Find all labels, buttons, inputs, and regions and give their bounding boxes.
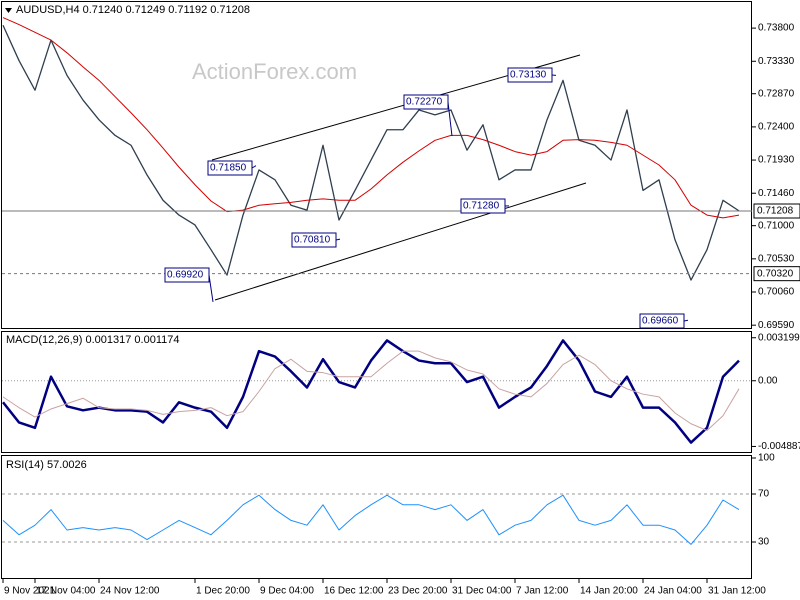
rsi-title: RSI(14) 57.0026 bbox=[6, 459, 87, 471]
y-tick-label: 70 bbox=[758, 489, 770, 500]
macd-frame bbox=[1, 331, 752, 453]
annotation-label: 0.71280 bbox=[463, 201, 500, 212]
menu-triangle bbox=[5, 8, 12, 13]
series-line bbox=[2, 17, 740, 219]
channel-lower bbox=[214, 182, 587, 301]
annotation-leader bbox=[335, 238, 341, 241]
annotation-label: 0.71850 bbox=[210, 163, 247, 174]
y-tick-label: 0.003199 bbox=[758, 332, 800, 343]
y-tick-label: 0.00 bbox=[758, 375, 778, 386]
x-tick-label: 16 Dec 12:00 bbox=[324, 586, 384, 597]
y-tick-label: 0.72400 bbox=[758, 122, 795, 133]
annotation-leader bbox=[251, 165, 257, 169]
series-line bbox=[2, 350, 740, 431]
x-tick-label: 24 Jan 04:00 bbox=[644, 586, 702, 597]
watermark: ActionForex.com bbox=[192, 59, 357, 84]
annotation-box bbox=[291, 232, 337, 248]
annotation-box bbox=[639, 313, 685, 329]
x-tick-label: 31 Dec 04:00 bbox=[452, 586, 512, 597]
series-line bbox=[2, 339, 740, 444]
x-tick-label: 23 Dec 20:00 bbox=[388, 586, 448, 597]
series-line bbox=[2, 494, 740, 545]
price-line-label: 0.70320 bbox=[757, 268, 794, 279]
annotation-label: 0.69660 bbox=[642, 316, 679, 327]
y-tick-label: -0.004887 bbox=[758, 441, 800, 452]
x-tick-label: 1 Dec 20:00 bbox=[196, 586, 250, 597]
annotation-box bbox=[403, 94, 449, 110]
chart-title: AUDUSD,H4 0.71240 0.71249 0.71192 0.7120… bbox=[16, 4, 250, 16]
y-tick-label: 0.73800 bbox=[758, 23, 795, 34]
y-tick-label: 0.70060 bbox=[758, 287, 795, 298]
x-tick-label: 24 Nov 12:00 bbox=[100, 586, 160, 597]
x-tick-label: 14 Jan 20:00 bbox=[580, 586, 638, 597]
x-tick-label: 9 Nov 2021 bbox=[4, 586, 56, 597]
x-tick-label: 9 Dec 04:00 bbox=[260, 586, 314, 597]
price-line-label: 0.71208 bbox=[757, 206, 794, 217]
annotation-leader bbox=[208, 274, 214, 302]
annotation-leader bbox=[683, 319, 689, 322]
price-line-box bbox=[753, 203, 800, 219]
x-tick-label: 17 Nov 04:00 bbox=[36, 586, 96, 597]
y-tick-label: 0.71930 bbox=[758, 155, 795, 166]
annotation-label: 0.73130 bbox=[510, 70, 547, 81]
y-tick-label: 0.71460 bbox=[758, 188, 795, 199]
annotation-label: 0.69920 bbox=[167, 270, 204, 281]
annotation-box bbox=[207, 160, 253, 176]
annotation-label: 0.72270 bbox=[406, 97, 443, 108]
rsi-frame bbox=[1, 455, 752, 579]
annotation-box bbox=[164, 267, 210, 283]
price-frame bbox=[1, 1, 752, 329]
x-tick-label: 7 Jan 12:00 bbox=[516, 586, 569, 597]
y-tick-label: 30 bbox=[758, 537, 770, 548]
y-tick-label: 0.73330 bbox=[758, 56, 795, 67]
y-tick-label: 100 bbox=[758, 453, 775, 464]
annotation-box bbox=[507, 67, 553, 83]
x-tick-label: 31 Jan 12:00 bbox=[708, 586, 766, 597]
y-tick-label: 0.70530 bbox=[758, 253, 795, 264]
y-tick-label: 0.72870 bbox=[758, 88, 795, 99]
annotation-leader bbox=[447, 101, 453, 137]
y-tick-label: 0.71000 bbox=[758, 220, 795, 231]
annotation-box bbox=[460, 198, 506, 214]
y-tick-label: 0.69590 bbox=[758, 320, 795, 331]
macd-title: MACD(12,26,9) 0.001317 0.001174 bbox=[6, 334, 179, 346]
annotation-label: 0.70810 bbox=[294, 235, 331, 246]
price-line-box bbox=[753, 266, 800, 282]
